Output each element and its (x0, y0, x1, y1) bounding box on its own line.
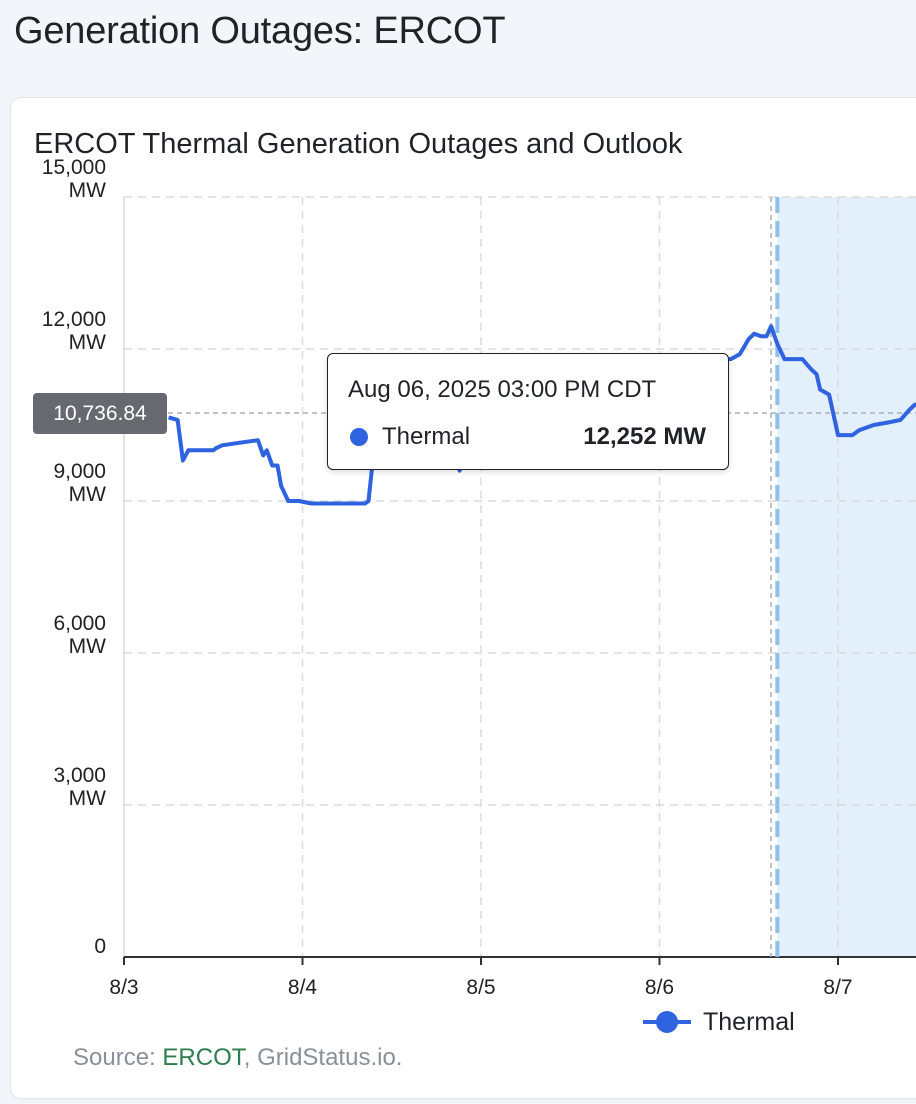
data-point[interactable] (871, 422, 877, 428)
data-point[interactable] (856, 427, 862, 433)
data-point[interactable] (269, 463, 275, 469)
tooltip-series-marker-icon (350, 428, 368, 446)
data-point[interactable] (849, 432, 855, 438)
y-tick-label: MW (69, 179, 106, 202)
data-point[interactable] (335, 501, 341, 507)
data-point[interactable] (897, 417, 903, 423)
data-point[interactable] (291, 498, 297, 504)
source-link-ercot[interactable]: ERCOT (162, 1044, 244, 1071)
data-point[interactable] (275, 463, 281, 469)
data-point[interactable] (180, 457, 186, 463)
data-point[interactable] (260, 452, 266, 458)
data-point[interactable] (296, 498, 302, 504)
data-point[interactable] (264, 447, 270, 453)
tooltip-value: 12,252 MW (583, 423, 706, 450)
data-point[interactable] (308, 501, 314, 507)
data-point[interactable] (189, 447, 195, 453)
data-point[interactable] (844, 432, 850, 438)
data-point[interactable] (758, 333, 764, 339)
data-point[interactable] (353, 501, 359, 507)
forecast-band (777, 197, 916, 957)
data-point[interactable] (746, 336, 752, 342)
source-suffix: , GridStatus.io. (243, 1044, 403, 1071)
x-tick-label: 8/7 (823, 976, 852, 999)
chart-title: ERCOT Thermal Generation Outages and Out… (34, 128, 683, 160)
y-tick-label: 0 (94, 935, 106, 958)
data-point[interactable] (906, 407, 912, 413)
page-title: Generation Outages: ERCOT (14, 10, 506, 52)
data-point[interactable] (764, 333, 770, 339)
y-tick-label: 15,000 (42, 156, 106, 179)
data-point[interactable] (768, 323, 774, 329)
data-point[interactable] (835, 432, 841, 438)
x-tick-label: 8/4 (288, 976, 318, 999)
data-point[interactable] (366, 498, 372, 504)
data-point[interactable] (175, 417, 181, 423)
data-point[interactable] (826, 392, 832, 398)
y-tick-label: 12,000 (42, 308, 106, 331)
data-point[interactable] (799, 356, 805, 362)
data-point[interactable] (285, 498, 291, 504)
legend-item-thermal[interactable]: Thermal (643, 1006, 795, 1038)
y-tick-label: 9,000 (53, 460, 106, 483)
y-tick-label: 6,000 (53, 612, 106, 635)
crosshair-y-label: 10,736.84 (33, 393, 167, 434)
y-tick-label: MW (69, 635, 106, 658)
y-tick-label: 3,000 (53, 764, 106, 787)
data-point[interactable] (255, 437, 261, 443)
source-credit: Source: ERCOT, GridStatus.io. (73, 1044, 402, 1072)
tooltip-series-name: Thermal (382, 423, 471, 450)
x-tick-label: 8/3 (109, 976, 138, 999)
legend-label: Thermal (703, 1007, 795, 1036)
data-point[interactable] (278, 483, 284, 489)
data-point[interactable] (808, 366, 814, 372)
x-tick-label: 8/6 (645, 976, 674, 999)
y-tick-label: MW (69, 331, 106, 354)
y-tick-label: MW (69, 483, 106, 506)
data-point[interactable] (737, 351, 743, 357)
x-tick-label: 8/5 (466, 976, 495, 999)
source-prefix: Source: (73, 1044, 163, 1071)
data-point[interactable] (219, 442, 225, 448)
data-point[interactable] (774, 341, 780, 347)
data-point[interactable] (885, 419, 891, 425)
data-point[interactable] (751, 331, 757, 337)
data-point[interactable] (817, 387, 823, 393)
y-tick-label: MW (69, 787, 106, 810)
data-point[interactable] (814, 371, 820, 377)
chart-card (11, 98, 916, 1098)
data-point[interactable] (214, 445, 220, 451)
chart-tooltip: Aug 06, 2025 03:00 PM CDT Thermal 12,252… (327, 353, 729, 470)
data-point[interactable] (237, 440, 243, 446)
tooltip-date: Aug 06, 2025 03:00 PM CDT (348, 376, 657, 403)
legend-line-marker-icon (643, 1006, 691, 1038)
data-point[interactable] (781, 356, 787, 362)
